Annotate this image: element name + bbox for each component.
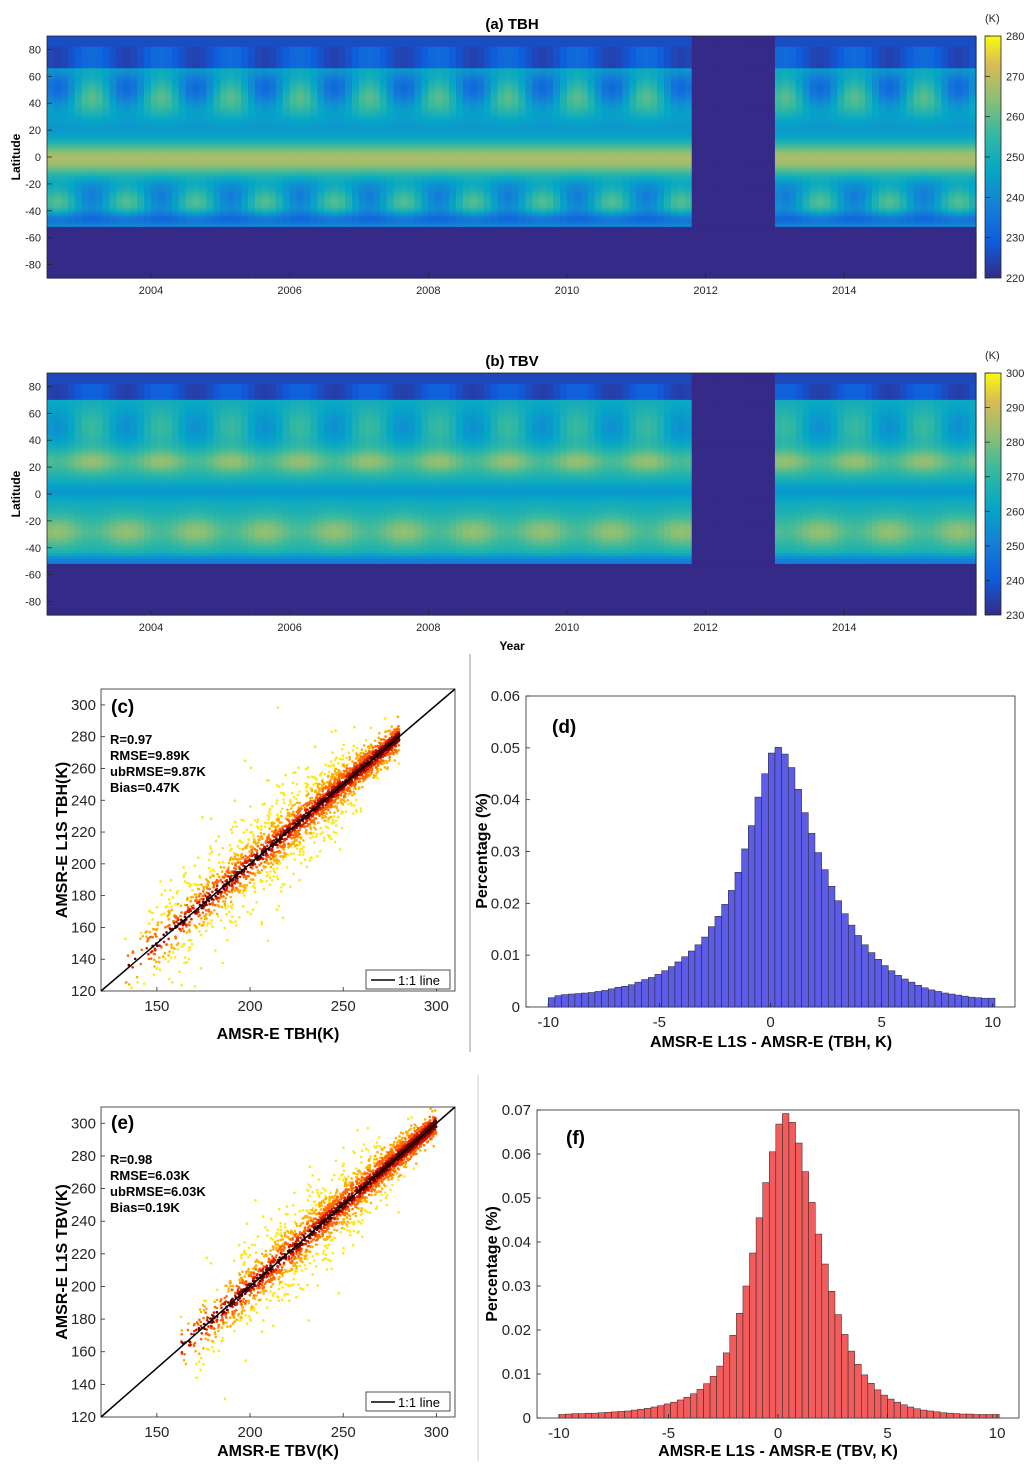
heatmap-a-title: (a) TBH	[485, 16, 538, 33]
heatmap-panel-a: (a) TBH 2004 2006 2008 2010 2012 201480604020…	[9, 13, 1024, 297]
heatmap-a-cells	[47, 36, 977, 279]
